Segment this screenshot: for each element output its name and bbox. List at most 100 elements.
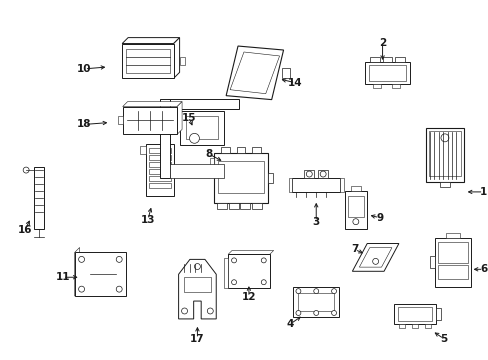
- Bar: [179, 57, 184, 65]
- Bar: [392, 84, 400, 88]
- Bar: [382, 57, 392, 62]
- Bar: [339, 178, 343, 192]
- Circle shape: [295, 289, 300, 294]
- Text: 10: 10: [77, 64, 92, 74]
- Circle shape: [23, 167, 29, 173]
- Bar: [167, 99, 239, 109]
- Circle shape: [313, 289, 318, 294]
- Bar: [304, 170, 314, 178]
- Bar: [425, 128, 463, 183]
- Polygon shape: [359, 248, 391, 267]
- Bar: [179, 111, 224, 145]
- Bar: [281, 68, 289, 78]
- Circle shape: [331, 289, 336, 294]
- Bar: [145, 144, 173, 196]
- Polygon shape: [230, 52, 279, 94]
- Bar: [149, 162, 170, 167]
- Polygon shape: [122, 37, 179, 44]
- Text: 11: 11: [56, 272, 70, 282]
- Bar: [34, 167, 44, 229]
- Bar: [122, 107, 177, 134]
- Text: 4: 4: [286, 319, 294, 329]
- Text: 16: 16: [18, 225, 32, 235]
- Bar: [298, 293, 333, 311]
- Bar: [368, 65, 406, 81]
- Circle shape: [320, 171, 325, 177]
- Bar: [411, 324, 417, 328]
- Text: 14: 14: [287, 78, 302, 88]
- Circle shape: [261, 258, 265, 263]
- Circle shape: [231, 258, 236, 263]
- Bar: [149, 169, 170, 174]
- Bar: [428, 131, 460, 176]
- Bar: [434, 238, 470, 287]
- Circle shape: [295, 310, 300, 315]
- Bar: [224, 258, 227, 288]
- Circle shape: [440, 134, 448, 142]
- Polygon shape: [177, 102, 182, 134]
- Bar: [394, 304, 435, 324]
- Circle shape: [207, 308, 213, 314]
- Bar: [252, 147, 261, 153]
- Circle shape: [79, 286, 84, 292]
- Bar: [149, 148, 170, 153]
- Bar: [369, 57, 379, 62]
- Bar: [293, 287, 338, 317]
- Circle shape: [181, 308, 187, 314]
- Bar: [126, 49, 169, 73]
- Bar: [292, 178, 339, 192]
- Text: 2: 2: [378, 38, 386, 48]
- Polygon shape: [352, 243, 398, 271]
- Bar: [364, 62, 409, 84]
- Circle shape: [305, 171, 312, 177]
- Bar: [372, 84, 380, 88]
- Bar: [439, 183, 449, 188]
- Text: 7: 7: [350, 244, 358, 255]
- Bar: [350, 186, 360, 191]
- Bar: [75, 252, 126, 296]
- Circle shape: [352, 219, 358, 225]
- Bar: [399, 324, 405, 328]
- Bar: [169, 164, 224, 178]
- Polygon shape: [178, 260, 216, 319]
- Text: 17: 17: [190, 334, 204, 344]
- Circle shape: [261, 280, 265, 285]
- Circle shape: [189, 133, 199, 143]
- Text: 9: 9: [375, 213, 383, 223]
- Bar: [288, 178, 292, 192]
- Bar: [160, 99, 169, 178]
- Polygon shape: [173, 37, 179, 78]
- Text: 15: 15: [182, 113, 196, 123]
- Polygon shape: [225, 46, 283, 100]
- Text: 6: 6: [479, 264, 486, 274]
- Text: 12: 12: [241, 292, 256, 302]
- Bar: [435, 308, 440, 320]
- Bar: [437, 265, 467, 279]
- Bar: [140, 146, 145, 154]
- Bar: [149, 176, 170, 181]
- Bar: [424, 324, 430, 328]
- Bar: [445, 233, 459, 238]
- Bar: [236, 147, 245, 153]
- Bar: [252, 203, 262, 209]
- Circle shape: [313, 310, 318, 315]
- Bar: [209, 158, 213, 168]
- Text: 18: 18: [77, 120, 92, 130]
- Circle shape: [116, 256, 122, 262]
- Circle shape: [116, 286, 122, 292]
- Bar: [149, 155, 170, 160]
- Bar: [217, 161, 264, 193]
- Bar: [344, 191, 366, 229]
- Bar: [228, 203, 238, 209]
- Circle shape: [372, 258, 378, 264]
- Bar: [185, 116, 218, 139]
- Bar: [437, 242, 467, 264]
- Bar: [118, 117, 122, 125]
- Text: 8: 8: [205, 149, 212, 159]
- Circle shape: [331, 310, 336, 315]
- Bar: [267, 173, 273, 183]
- Circle shape: [231, 280, 236, 285]
- Circle shape: [194, 264, 200, 270]
- Bar: [149, 183, 170, 188]
- Text: 3: 3: [312, 217, 319, 227]
